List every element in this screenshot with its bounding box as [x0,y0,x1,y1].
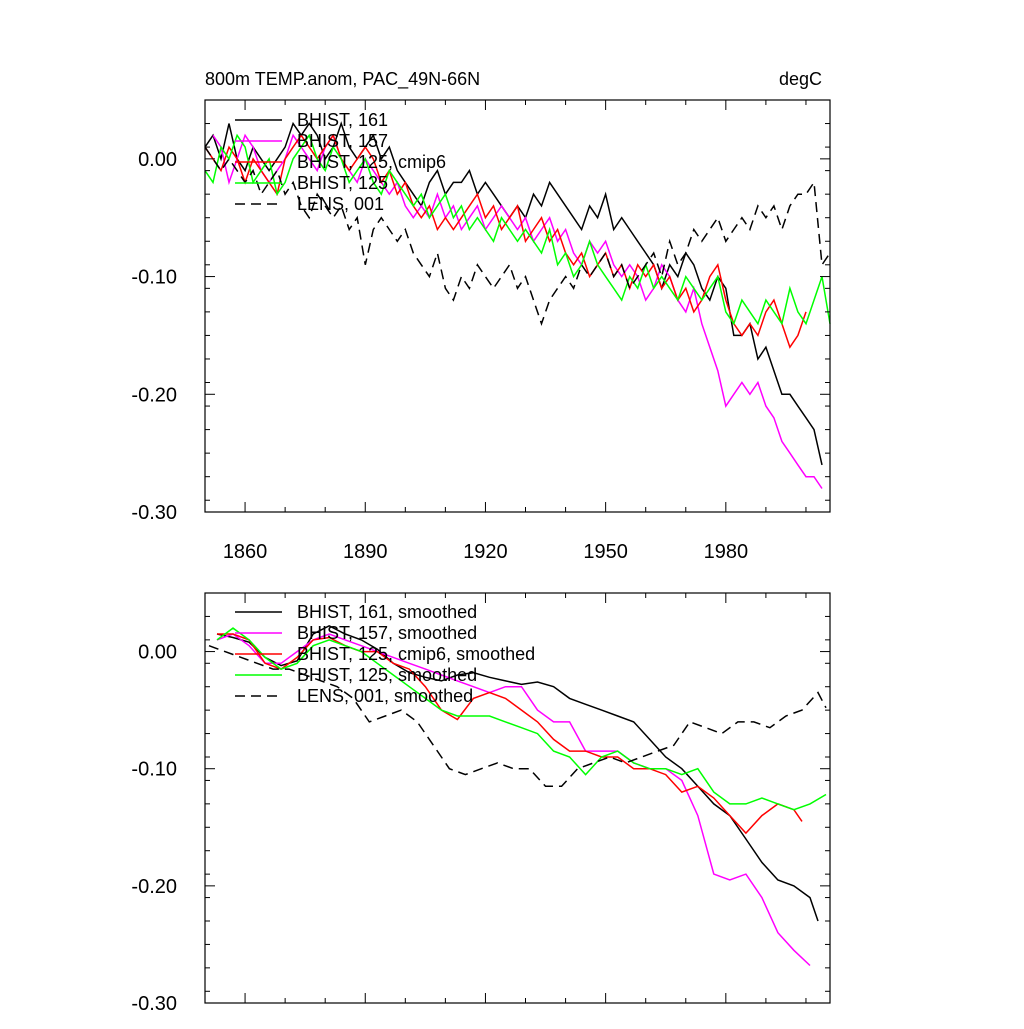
series-line-4 [216,627,827,811]
legend-label: BHIST, 157, smoothed [297,623,477,643]
legend-label: BHIST, 161, smoothed [297,602,477,622]
series-line-5 [204,146,831,327]
top-panel: 0.00 -0.10 -0.20 -0.30 1860 1890 1920 1950 1980 B… [131,99,831,563]
legend-label: BHIST, 157 [297,131,388,151]
x-tick-label: 1920 [463,541,508,563]
series-lines [208,624,827,967]
y-tick-label: -0.30 [131,993,177,1015]
y-tick-label: -0.10 [131,267,177,289]
series-line-1 [216,624,819,922]
series-line-3 [217,633,803,835]
legend-label: BHIST, 125 [297,173,388,193]
series-line-5 [208,644,827,788]
x-tick-label: 1860 [223,541,268,563]
legend-label: BHIST, 125, cmip6, smoothed [297,644,535,664]
plot-frame [204,99,831,513]
y-tick-label: 0.00 [138,149,177,171]
series-lines [204,121,831,489]
y-tick-label: 0.00 [138,642,177,664]
x-tick-label: 1890 [343,541,388,563]
series-line-2 [212,133,823,489]
y-tick-label: -0.20 [131,384,177,406]
legend-label: BHIST, 125, smoothed [297,665,477,685]
y-tick-label: -0.30 [131,502,177,524]
legend-label: LENS, 001 [297,194,384,214]
y-tick-label: -0.10 [131,759,177,781]
legend-label: BHIST, 125, cmip6 [297,152,446,172]
legend-label: LENS, 001, smoothed [297,686,473,706]
units-label: degC [779,69,822,89]
plot-frame [204,592,831,1004]
legend-label: BHIST, 161 [297,110,388,130]
x-tick-label: 1950 [583,541,628,563]
y-tick-label: -0.20 [131,876,177,898]
series-line-3 [204,133,807,349]
series-line-4 [204,133,831,326]
chart-title: 800m TEMP.anom, PAC_49N-66N [205,69,480,90]
x-tick-label: 1980 [704,541,749,563]
